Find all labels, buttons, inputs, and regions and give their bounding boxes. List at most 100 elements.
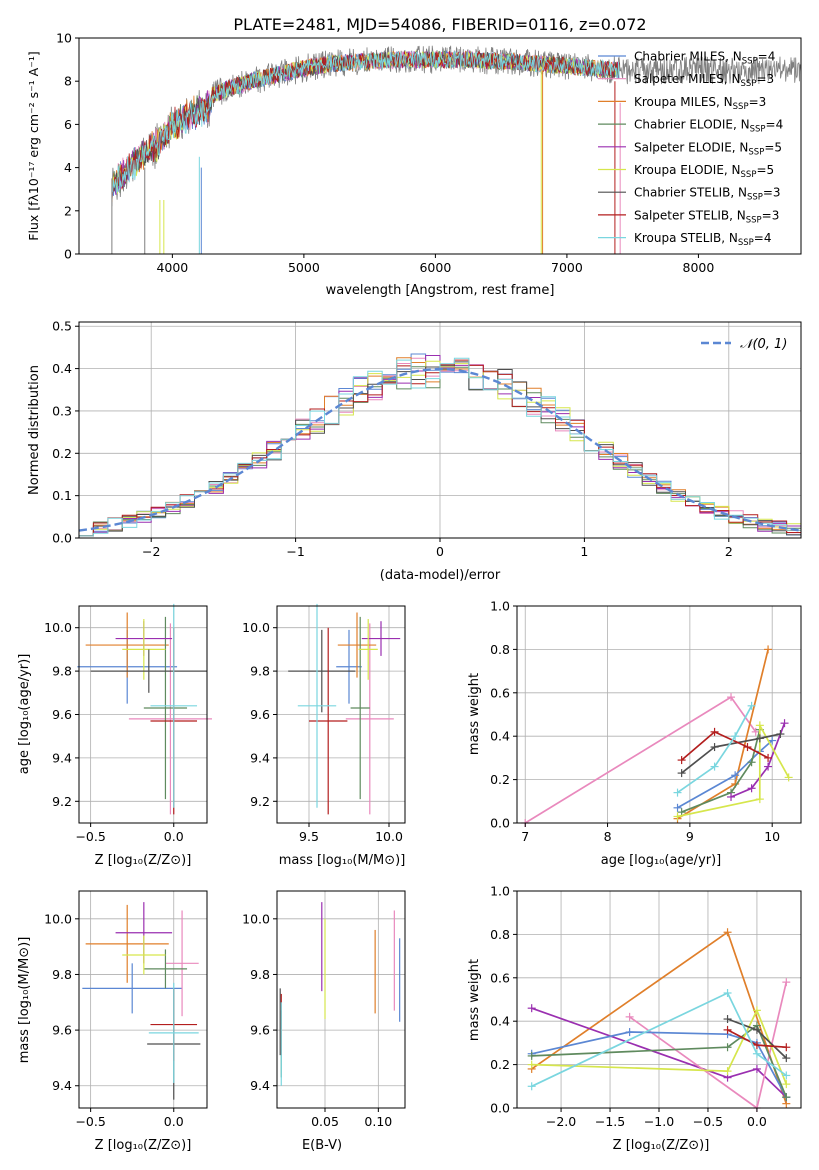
model-spectrum-kroupa_stelib (111, 50, 620, 194)
wage-ytick-label: 0.6 (490, 685, 510, 700)
wz-line-kroupa_stelib (531, 992, 787, 1088)
spectrum-title: PLATE=2481, MJD=54086, FIBERID=0116, z=0… (233, 15, 646, 34)
agez-ylabel: age [log₁₀(age/yr)] (17, 654, 32, 775)
wz-line-chabrier_elodie (531, 1024, 788, 1098)
wz-xtick-label: −1.0 (644, 1114, 674, 1129)
massebv-ytick-label: 9.6 (250, 1023, 270, 1038)
agez-xtick-label: −0.5 (75, 829, 105, 844)
wage-line-kroupa_miles (677, 649, 769, 820)
agemass-ytick-label: 9.4 (250, 750, 270, 765)
agez-ytick-label: 9.4 (52, 750, 72, 765)
massz-ytick-label: 9.4 (52, 1078, 72, 1093)
massebv-ytick-label: 9.4 (250, 1078, 270, 1093)
wage-line-chabrier_miles (677, 739, 773, 809)
wage-xtick-label: 8 (604, 829, 612, 844)
spectrum-xtick-label: 6000 (419, 260, 451, 275)
wage-line-salpeter_stelib (681, 731, 769, 761)
normal-curve (79, 367, 801, 532)
hist-ytick-label: 0.5 (52, 319, 72, 334)
spectrum-ytick-label: 4 (64, 160, 72, 175)
wz-xtick-label: 0.0 (747, 1114, 767, 1129)
spectrum-ytick-label: 6 (64, 117, 72, 132)
wz-ytick-label: 0.2 (490, 1057, 510, 1072)
wage-xlabel: age [log₁₀(age/yr)] (601, 853, 722, 868)
legend-label-chabrier_elodie: Chabrier ELODIE, NSSP=4 (634, 118, 783, 135)
spectrum-xtick-label: 4000 (156, 260, 188, 275)
wz-ylabel: mass weight (467, 959, 482, 1041)
hist-xtick-label: −2 (142, 544, 160, 559)
hist-step-kroupa_stelib (79, 357, 801, 537)
agemass-ytick-label: 9.2 (250, 794, 270, 809)
agemass-xlabel: mass [log₁₀(M/M⊙)] (279, 853, 406, 868)
massebv-ytick-label: 10.0 (242, 911, 270, 926)
model-spectrum-salpeter_stelib (111, 50, 620, 194)
agez-ytick-label: 10.0 (44, 620, 72, 635)
hist-xtick-label: 1 (580, 544, 588, 559)
hist-ytick-label: 0.3 (52, 403, 72, 418)
spectrum-ytick-label: 0 (64, 247, 72, 262)
massz-frame (78, 890, 208, 1109)
wage-ytick-label: 0.4 (490, 729, 510, 744)
spectrum-xtick-label: 8000 (683, 260, 715, 275)
wz-line-kroupa_elodie (531, 1009, 788, 1085)
wage-xtick-label: 7 (521, 829, 529, 844)
massebv-xlabel: E(B-V) (302, 1138, 342, 1153)
wz-ytick-label: 0.6 (490, 970, 510, 985)
wage-xtick-label: 9 (686, 829, 694, 844)
agez-xtick-label: 0.0 (164, 829, 184, 844)
wage-ytick-label: 0.2 (490, 772, 510, 787)
legend-label-kroupa_stelib: Kroupa STELIB, NSSP=4 (634, 231, 772, 248)
wage-ytick-label: 1.0 (490, 599, 510, 614)
agez-ytick-label: 9.6 (52, 707, 72, 722)
agemass-ytick-label: 9.8 (250, 664, 270, 679)
wage-line-kroupa_stelib (677, 705, 753, 794)
wz-xtick-label: −1.5 (595, 1114, 625, 1129)
spectrum-ytick-label: 10 (56, 31, 72, 46)
wz-xlabel: Z [log₁₀(Z/Z⊙)] (613, 1138, 710, 1153)
massebv-xtick-label: 0.10 (364, 1114, 392, 1129)
spectrum-frame (78, 37, 802, 255)
agemass-xtick-label: 9.5 (299, 829, 319, 844)
hist-xtick-label: 2 (725, 544, 733, 559)
legend-label-kroupa_miles: Kroupa MILES, NSSP=3 (634, 95, 766, 112)
agez-ytick-label: 9.8 (52, 664, 72, 679)
residuals-xlabel: (data-model)/error (380, 568, 501, 583)
hist-steps (79, 353, 801, 537)
spectrum-ylabel: Flux [fλ10⁻¹⁷ erg cm⁻² s⁻¹ A⁻¹] (26, 51, 41, 240)
wz-ytick-label: 0.4 (490, 1014, 510, 1029)
massz-xtick-label: −0.5 (75, 1114, 105, 1129)
hist-xtick-label: −1 (286, 544, 304, 559)
spectrum-xlabel: wavelength [Angstrom, rest frame] (326, 283, 555, 298)
hist-ytick-label: 0.1 (52, 488, 72, 503)
wz-ytick-label: 0.0 (490, 1101, 510, 1116)
wz-ytick-label: 1.0 (490, 884, 510, 899)
legend-label-salpeter_stelib: Salpeter STELIB, NSSP=3 (634, 208, 779, 225)
hist-ytick-label: 0.0 (52, 531, 72, 546)
spectrum-ytick-label: 8 (64, 74, 72, 89)
spectrum-lines (111, 45, 801, 254)
agemass-xtick-label: 10.0 (375, 829, 403, 844)
residuals-ylabel: Normed distribution (27, 365, 42, 495)
hist-ytick-label: 0.2 (52, 446, 72, 461)
massz-xtick-label: 0.0 (164, 1114, 184, 1129)
wage-line-kroupa_elodie (677, 724, 790, 818)
wage-line-salpeter_miles (524, 696, 757, 824)
legend-label-salpeter_miles: Salpeter MILES, NSSP=3 (634, 72, 774, 89)
spectrum-ytick-label: 2 (64, 203, 72, 218)
massz-ylabel: mass [log₁₀(M/M⊙)] (17, 937, 32, 1064)
wage-ytick-label: 0.0 (490, 816, 510, 831)
wz-line-salpeter_elodie (531, 1007, 787, 1098)
wage-line-chabrier_elodie (681, 729, 761, 813)
agez-ytick-label: 9.2 (52, 794, 72, 809)
legend-label-chabrier_miles: Chabrier MILES, NSSP=4 (634, 50, 775, 67)
massebv-xtick-label: 0.05 (311, 1114, 339, 1129)
wage-xtick-label: 10 (764, 829, 780, 844)
massebv-frame (276, 890, 406, 1109)
legend-label-salpeter_elodie: Salpeter ELODIE, NSSP=5 (634, 140, 782, 157)
massebv-ytick-label: 9.8 (250, 967, 270, 982)
wage-ytick-label: 0.8 (490, 642, 510, 657)
agez-xlabel: Z [log₁₀(Z/Z⊙)] (95, 853, 192, 868)
agemass-ytick-label: 10.0 (242, 620, 270, 635)
wage-ylabel: mass weight (467, 673, 482, 755)
